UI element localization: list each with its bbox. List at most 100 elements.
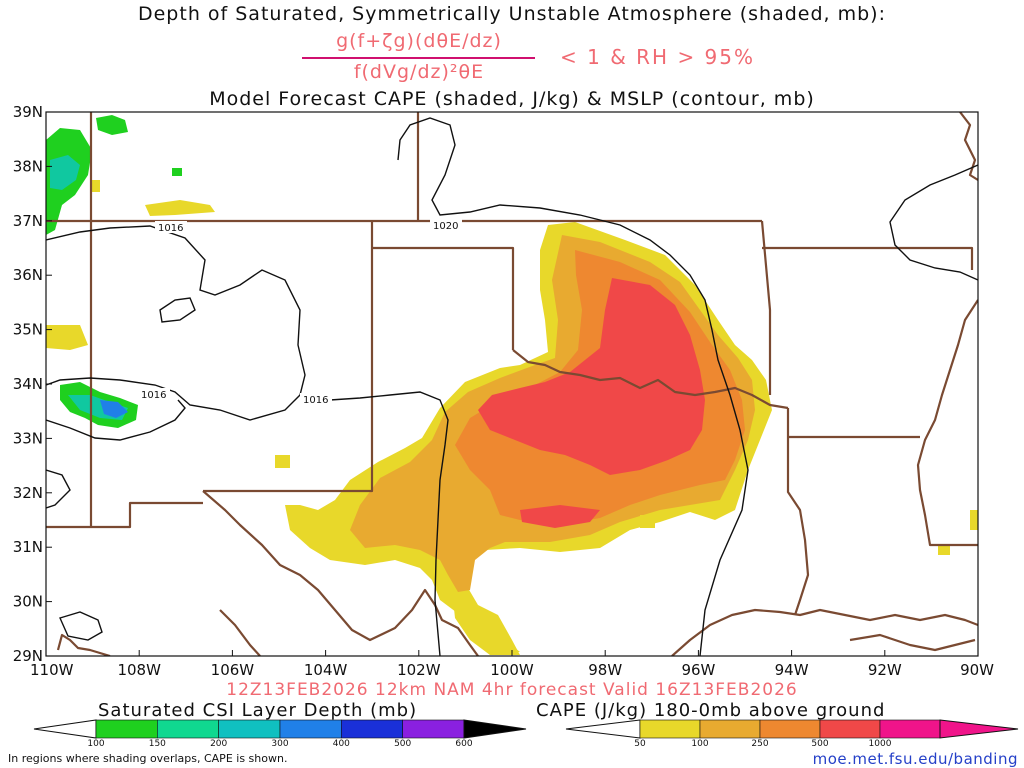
longitude-label: 100W — [490, 661, 534, 679]
border-gulf-coast — [671, 608, 978, 656]
isobar-1016-north — [46, 225, 306, 421]
colorbar-swatch — [218, 719, 281, 739]
cape-area-red-2 — [520, 505, 600, 528]
border-red-river — [512, 349, 789, 410]
latitude-label: 33N — [13, 429, 43, 447]
colorbar-swatch — [639, 719, 701, 739]
longitude-label: 108W — [117, 661, 161, 679]
colorbar-tick-label: 200 — [210, 739, 228, 749]
colorbar-tick-label: 150 — [148, 739, 166, 749]
latitude-label: 31N — [13, 538, 43, 556]
colorbar-tick-label: 500 — [811, 739, 829, 749]
colorbar-extend-high — [939, 719, 1019, 739]
border-baja — [56, 633, 111, 656]
isobar-label: 1020 — [433, 221, 458, 232]
cape-area-yellow-west — [46, 325, 88, 350]
border-mississippi-river — [916, 299, 978, 547]
isobar-1020 — [397, 117, 749, 656]
isobar-closed-low — [159, 297, 196, 323]
colorbar-extend-low — [565, 719, 641, 739]
border-nm-tx — [203, 248, 374, 493]
isobar-west-loop — [46, 469, 71, 509]
csi-colorbar — [33, 719, 527, 739]
longitude-label: 102W — [397, 661, 441, 679]
cape-area-yellow-north — [145, 200, 215, 216]
colorbar-swatch — [341, 719, 403, 739]
latitude-label: 34N — [13, 375, 43, 393]
isobar-1016-east — [329, 391, 449, 656]
latitude-label: 30N — [13, 593, 43, 611]
longitude-label: 96W — [681, 661, 715, 679]
colorbar-swatch — [879, 719, 941, 739]
csi-area-teal-north — [50, 155, 80, 190]
longitude-label: 104W — [304, 661, 348, 679]
latitude-label: 35N — [13, 321, 43, 339]
csi-formula-condition: < 1 & RH > 95% — [560, 45, 756, 69]
csi-shading — [46, 115, 182, 428]
border-rio-grande — [202, 490, 479, 656]
longitude-label: 106W — [211, 661, 255, 679]
cape-colorbar — [565, 719, 1019, 739]
political-borders — [46, 112, 978, 656]
colorbar-tick-label: 400 — [332, 739, 350, 749]
colorbar-swatch — [157, 719, 219, 739]
map-panel: 1016 1020 1016 1016 — [46, 112, 978, 656]
border-tx-panhandle — [372, 246, 515, 350]
latitude-label: 39N — [13, 103, 43, 121]
longitude-label: 94W — [775, 661, 809, 679]
isobar-1016-southwest — [46, 399, 186, 441]
source-credit-link[interactable]: moe.met.fsu.edu/banding — [812, 750, 1018, 768]
border-az-mexico — [46, 501, 203, 529]
csi-formula-numerator: g(f+ζg)(dθE/dz) — [336, 30, 502, 52]
isobar-label: 1016 — [141, 390, 166, 401]
colorbar-extend-low — [33, 719, 97, 739]
longitude-label: 90W — [960, 661, 994, 679]
cape-area-yellow-2 — [452, 588, 520, 655]
longitude-label: 92W — [868, 661, 902, 679]
map-title-line-3: Model Forecast CAPE (shaded, J/kg) & MSL… — [209, 88, 815, 110]
csi-formula-denominator: f(dVg/dz)²θE — [353, 61, 485, 83]
latitude-label: 32N — [13, 484, 43, 502]
csi-area-green-top — [96, 115, 128, 135]
latitude-axis: 29N 30N 31N 32N 33N 34N 35N 36N 37N 38N 39N — [13, 103, 52, 665]
latitude-label: 36N — [13, 266, 43, 284]
longitude-label: 110W — [30, 661, 74, 679]
border-chihuahua — [219, 609, 261, 656]
forecast-valid-time: 12Z13FEB2026 12km NAM 4hr forecast Valid… — [226, 680, 798, 700]
colorbar-swatch — [402, 719, 465, 739]
isobar-label: 1016 — [158, 223, 183, 234]
colorbar-swatch — [699, 719, 761, 739]
csi-area-blue-south — [100, 400, 128, 418]
border-mo-ar — [762, 246, 974, 270]
colorbar-tick-label: 250 — [751, 739, 769, 749]
csi-area-speck — [172, 168, 182, 176]
latitude-label: 29N — [13, 647, 43, 665]
border-tx-la — [786, 408, 810, 616]
colorbar-swatch — [95, 719, 158, 739]
formula-fraction-bar — [302, 57, 535, 59]
colorbar-tick-label: 600 — [455, 739, 473, 749]
pressure-labels: 1016 1020 1016 1016 — [138, 219, 462, 406]
mslp-contours — [46, 117, 978, 656]
colorbar-tick-label: 100 — [87, 739, 105, 749]
colorbar-tick-label: 50 — [634, 739, 646, 749]
colorbar-tick-label: 500 — [394, 739, 412, 749]
longitude-label: 98W — [588, 661, 622, 679]
cape-area-red — [478, 278, 705, 475]
colorbar-swatch — [759, 719, 821, 739]
colorbar-tick-label: 1000 — [868, 739, 892, 749]
latitude-label: 38N — [13, 157, 43, 175]
colorbar-swatch — [279, 719, 342, 739]
isobar-east — [889, 164, 978, 281]
cape-shading — [46, 180, 978, 655]
colorbar-swatch — [819, 719, 881, 739]
border-ok-ar — [760, 220, 772, 395]
overlap-footnote: In regions where shading overlaps, CAPE … — [8, 752, 288, 765]
isobar-label: 1016 — [303, 395, 328, 406]
colorbar-tick-label: 300 — [271, 739, 289, 749]
border-ms-al — [959, 112, 978, 181]
cape-colorbar-title: CAPE (J/kg) 180-0mb above ground — [536, 700, 886, 721]
colorbar-tick-label: 100 — [691, 739, 709, 749]
border-gulf-coast-2 — [849, 633, 976, 652]
